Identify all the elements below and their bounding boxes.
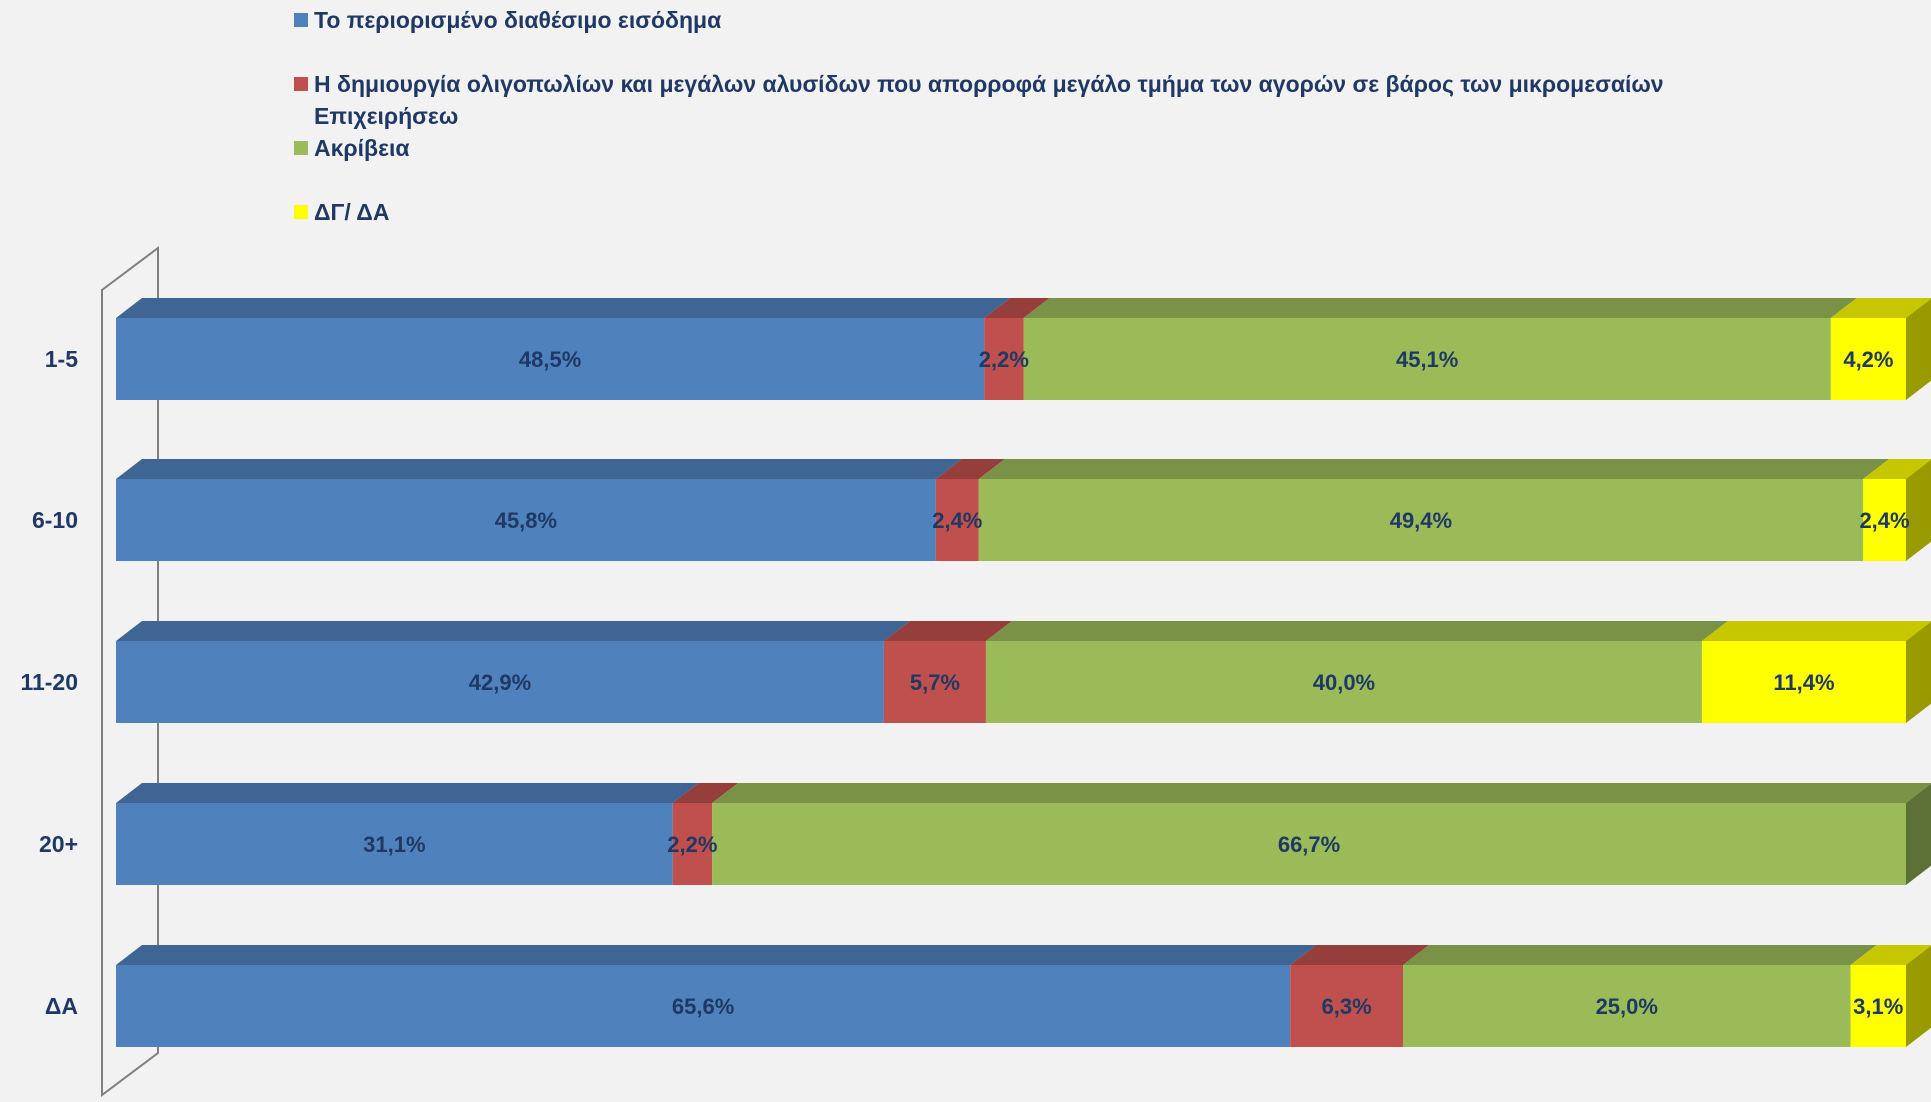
bar-top-face xyxy=(1863,459,1931,479)
category-axis xyxy=(101,246,159,1097)
data-label: 2,2% xyxy=(979,347,1029,372)
legend: Το περιορισμένο διαθέσιμο εισόδημα Η δημι… xyxy=(294,7,1664,225)
legend-label: Ακρίβεια xyxy=(314,135,410,161)
bar-row-4: 31,1% 2,2% 66,7% xyxy=(116,783,1931,885)
bar-top-face xyxy=(116,945,1317,965)
data-label: 49,4% xyxy=(1390,508,1452,533)
bar-segment-series-2 xyxy=(672,803,713,885)
data-label: 2,4% xyxy=(932,508,982,533)
data-label: 2,2% xyxy=(667,832,717,857)
bar-segment-series-3 xyxy=(978,479,1864,561)
bar-top-face xyxy=(712,783,1931,803)
category-label-1: 1-5 xyxy=(45,346,78,372)
bar-segment-series-1 xyxy=(116,803,673,885)
bar-row-1: 48,5% 2,2% 45,1% 4,2% xyxy=(116,298,1931,400)
bar-top-face xyxy=(978,459,1890,479)
bar-row-3: 42,9% 5,7% 40,0% 11,4% xyxy=(116,621,1931,723)
bar-top-face xyxy=(1850,945,1931,965)
data-label: 5,7% xyxy=(910,670,960,695)
bar-segment-series-3 xyxy=(1023,318,1831,400)
bar-segment-series-2 xyxy=(984,318,1024,400)
bars: 48,5% 2,2% 45,1% 4,2% 45,8% 2,4% 49,4% 2,4% 42,9… xyxy=(116,298,1931,1047)
legend-swatch xyxy=(294,205,308,219)
legend-swatch xyxy=(294,77,308,91)
bar-segment-series-1 xyxy=(116,641,884,723)
bar-segment-series-3 xyxy=(1403,965,1851,1047)
bar-segment-series-1 xyxy=(116,318,985,400)
legend-label: Το περιορισμένο διαθέσιμο εισόδημα xyxy=(314,7,721,33)
data-label: 3,1% xyxy=(1853,994,1903,1019)
bar-top-face xyxy=(672,783,739,803)
data-label: 42,9% xyxy=(469,670,531,695)
bar-top-face xyxy=(883,621,1012,641)
data-label: 40,0% xyxy=(1313,670,1375,695)
data-label: 4,2% xyxy=(1843,347,1893,372)
bar-side-face xyxy=(1906,945,1931,1047)
bar-top-face xyxy=(116,459,962,479)
data-label: 48,5% xyxy=(519,347,581,372)
bar-top-face xyxy=(1403,945,1877,965)
bar-side-face xyxy=(1906,298,1931,400)
data-label: 45,1% xyxy=(1396,347,1458,372)
data-label: 65,6% xyxy=(672,994,734,1019)
bar-row-5: 65,6% 6,3% 25,0% 3,1% xyxy=(116,945,1931,1047)
data-label: 11,4% xyxy=(1773,670,1834,695)
category-label-4: 20+ xyxy=(39,831,78,857)
data-label: 66,7% xyxy=(1278,832,1340,857)
bar-top-face xyxy=(116,621,910,641)
bar-segment-series-1 xyxy=(116,965,1291,1047)
bar-side-face xyxy=(1906,783,1931,885)
bar-top-face xyxy=(935,459,1005,479)
bar-side-face xyxy=(1906,621,1931,723)
data-label: 31,1% xyxy=(363,832,425,857)
bar-row-2: 45,8% 2,4% 49,4% 2,4% xyxy=(116,459,1931,561)
bar-top-face xyxy=(1290,945,1430,965)
bar-segment-series-4 xyxy=(1830,318,1906,400)
bar-segment-series-4 xyxy=(1863,479,1906,561)
bar-top-face xyxy=(116,298,1011,318)
bar-segment-series-1 xyxy=(116,479,936,561)
legend-swatch xyxy=(294,141,308,155)
bar-segment-series-4 xyxy=(1850,965,1906,1047)
legend-label: ΔΓ/ ΔΑ xyxy=(314,199,389,225)
legend-item-1: Το περιορισμένο διαθέσιμο εισόδημα xyxy=(294,7,721,33)
category-label-2: 6-10 xyxy=(32,507,78,533)
legend-label-line2: Επιχειρήσεω xyxy=(314,103,458,129)
bar-top-face xyxy=(985,621,1728,641)
bar-segment-series-2 xyxy=(935,479,979,561)
axis-wall xyxy=(101,246,159,1097)
category-labels: 1-5 6-10 11-20 20+ ΔΑ xyxy=(20,346,78,1019)
data-label: 25,0% xyxy=(1596,994,1658,1019)
bar-segment-series-3 xyxy=(985,641,1702,723)
bar-top-face xyxy=(984,298,1050,318)
bar-top-face xyxy=(1830,298,1931,318)
bar-top-face xyxy=(116,783,699,803)
data-label: 6,3% xyxy=(1322,994,1372,1019)
legend-label: Η δημιουργία ολιγοπωλίων και μεγάλων αλυ… xyxy=(314,71,1664,97)
bar-segment-series-2 xyxy=(883,641,986,723)
legend-swatch xyxy=(294,13,308,27)
bar-top-face xyxy=(1701,621,1931,641)
data-label: 2,4% xyxy=(1859,508,1909,533)
legend-item-2: Η δημιουργία ολιγοπωλίων και μεγάλων αλυ… xyxy=(294,71,1664,129)
legend-item-4: ΔΓ/ ΔΑ xyxy=(294,199,389,225)
bar-segment-series-4 xyxy=(1701,641,1906,723)
bar-side-face xyxy=(1906,459,1931,561)
legend-item-3: Ακρίβεια xyxy=(294,135,410,161)
data-label: 45,8% xyxy=(495,508,557,533)
category-label-3: 11-20 xyxy=(20,669,78,695)
category-label-5: ΔΑ xyxy=(45,993,78,1019)
bar-segment-series-2 xyxy=(1290,965,1404,1047)
bar-top-face xyxy=(1023,298,1857,318)
bar-segment-series-3 xyxy=(712,803,1906,885)
